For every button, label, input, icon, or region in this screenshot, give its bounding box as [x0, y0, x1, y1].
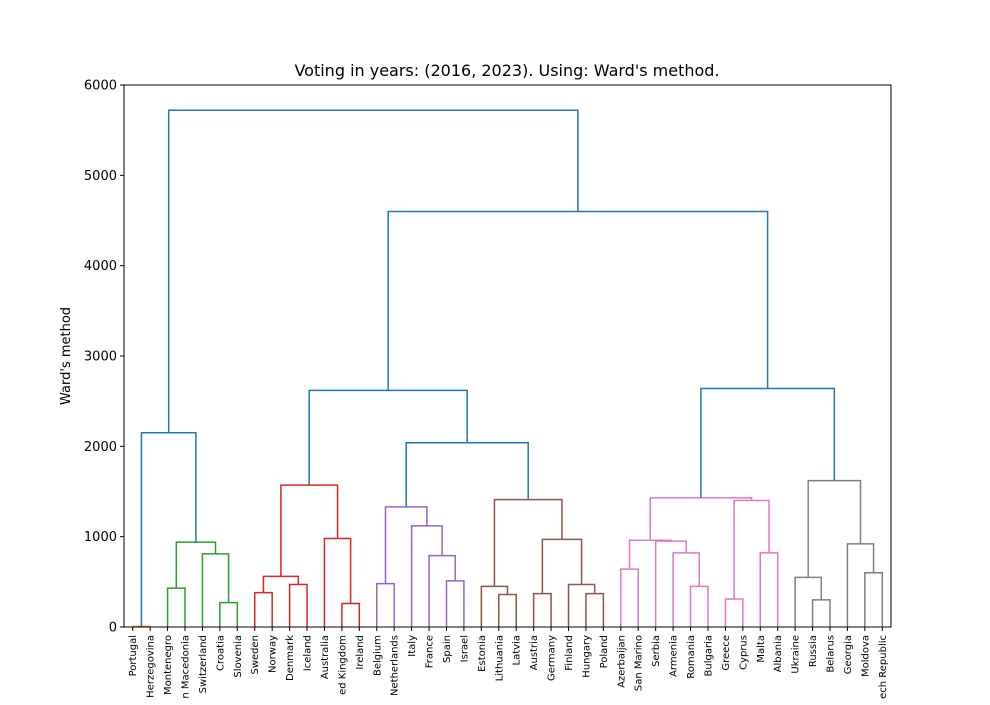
- leaf-label: Ukraine: [791, 635, 802, 674]
- link: [541, 538, 583, 594]
- leaf-label: Lithuania: [494, 635, 505, 681]
- leaf-label: Ireland: [355, 635, 366, 670]
- leaf-label: Switzerland: [198, 635, 209, 693]
- leaf-label: Iceland: [303, 635, 314, 671]
- leaf-label: Netherlands: [390, 635, 401, 696]
- link: [280, 484, 339, 577]
- y-axis-label: Ward's method: [59, 307, 74, 405]
- leaf-label: Hungary: [581, 635, 592, 678]
- y-tick-label: 2000: [84, 440, 117, 455]
- leaf-label: Austria: [529, 635, 540, 670]
- leaf-label: Norway: [268, 635, 279, 673]
- leaf-label: Israel: [459, 635, 470, 662]
- leaf-label: Germany: [547, 635, 558, 681]
- leaf-label: ed Kingdom: [337, 635, 348, 695]
- link: [428, 554, 456, 627]
- link: [724, 598, 744, 627]
- link: [672, 552, 700, 627]
- leaf-label: Russia: [808, 635, 819, 667]
- link: [167, 109, 579, 433]
- link: [166, 587, 186, 627]
- leaf-label: Australia: [320, 635, 331, 679]
- chart-title: Voting in years: (2016, 2023). Using: Wa…: [294, 61, 719, 80]
- leaf-label: Belarus: [825, 635, 836, 673]
- leaf-label: Belgium: [372, 635, 383, 676]
- leaf-label: Romania: [686, 635, 697, 679]
- link: [620, 568, 639, 627]
- leaf-label: ech Republic: [878, 635, 889, 699]
- leaf-label: Poland: [599, 635, 610, 668]
- link: [794, 576, 823, 627]
- link: [387, 210, 769, 391]
- y-tick-label: 3000: [84, 350, 117, 365]
- y-tick-label: 0: [109, 621, 117, 636]
- leaf-label: Croatia: [215, 635, 226, 671]
- y-tick-label: 6000: [84, 79, 117, 94]
- plot-frame: [123, 84, 892, 628]
- leaf-label: Spain: [442, 635, 453, 663]
- leaf-label: n Macedonia: [181, 635, 192, 699]
- leaf-label: Finland: [564, 635, 575, 671]
- leaf-label: Slovenia: [233, 635, 244, 678]
- leaf-label: Armenia: [669, 635, 680, 677]
- leaf-label: Latvia: [512, 635, 523, 665]
- leaf-label: San Marino: [634, 635, 645, 691]
- y-tick-label: 5000: [84, 169, 117, 184]
- leaf-label: France: [425, 635, 436, 668]
- leaf-label: Italy: [407, 635, 418, 657]
- link: [175, 541, 217, 589]
- leaf-label: Greece: [721, 635, 732, 671]
- leaf-label: Georgia: [843, 635, 854, 674]
- link: [759, 552, 779, 627]
- leaf-label: Montenegro: [163, 635, 174, 695]
- leaf-label: Bulgaria: [703, 635, 714, 676]
- leaf-label: Albania: [773, 635, 784, 672]
- leaf-label: Portugal: [128, 635, 139, 676]
- leaf-label: Serbia: [651, 635, 662, 667]
- link: [308, 389, 468, 486]
- leaf-label: Herzegovina: [146, 635, 157, 698]
- leaf-label: Estonia: [477, 635, 488, 672]
- link: [384, 506, 428, 584]
- leaf-label: Cyprus: [738, 635, 749, 670]
- leaf-label: Moldova: [860, 635, 871, 677]
- y-tick-label: 4000: [84, 259, 117, 274]
- link: [532, 592, 552, 627]
- leaf-label: Azerbaijan: [616, 635, 627, 688]
- leaf-label: Sweden: [250, 635, 261, 675]
- link: [410, 525, 443, 627]
- leaf-label: Malta: [756, 635, 767, 663]
- y-tick-label: 1000: [84, 530, 117, 545]
- link: [585, 592, 605, 627]
- leaf-label: Denmark: [285, 635, 296, 681]
